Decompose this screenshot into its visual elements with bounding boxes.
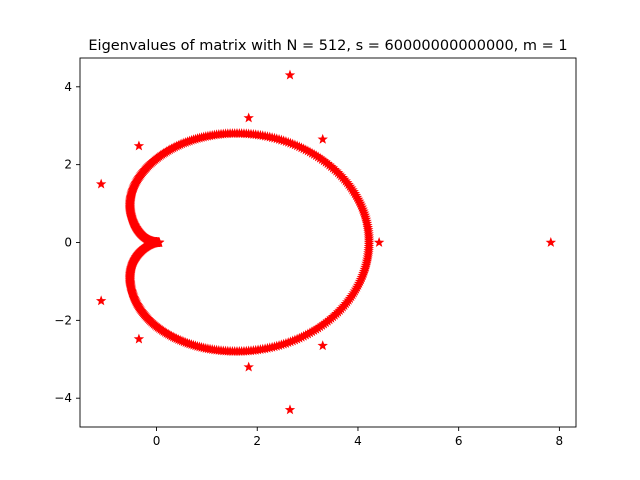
x-axis: 0 2 4 6 8	[153, 427, 563, 448]
x-tick-label: 6	[455, 434, 463, 448]
data-point	[133, 140, 145, 151]
data-point	[284, 69, 296, 80]
data-point	[95, 295, 107, 306]
chart-title: Eigenvalues of matrix with N = 512, s = …	[88, 38, 567, 54]
x-tick-label: 0	[153, 434, 161, 448]
y-tick-label: −2	[54, 313, 72, 327]
data-point	[317, 340, 328, 351]
data-point	[243, 112, 254, 123]
data-point	[317, 133, 328, 144]
x-tick-label: 2	[253, 434, 261, 448]
data-point	[545, 237, 557, 247]
data-point	[133, 333, 145, 344]
y-tick-label: 2	[64, 158, 72, 172]
x-tick-label: 8	[556, 434, 564, 448]
data-point	[95, 178, 107, 189]
data-point	[284, 404, 296, 415]
y-tick-label: −4	[54, 391, 72, 405]
data-point	[373, 237, 385, 247]
x-tick-label: 4	[354, 434, 362, 448]
y-axis: −4 −2 0 2 4	[54, 80, 80, 405]
data-point	[243, 361, 254, 372]
curve-point	[154, 237, 165, 247]
y-tick-label: 4	[64, 80, 72, 94]
plot-frame	[79, 57, 577, 428]
y-tick-label: 0	[64, 236, 72, 250]
plot-area	[95, 69, 557, 415]
